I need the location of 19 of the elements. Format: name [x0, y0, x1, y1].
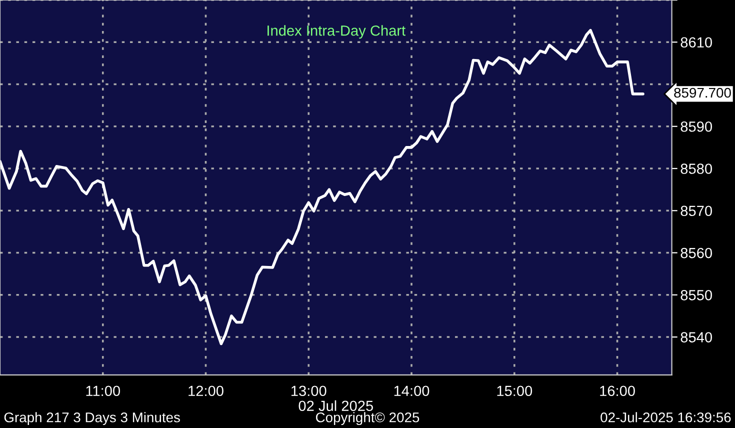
text: Index Intra-Day Chart: [268, 25, 406, 39]
y-tick-label: 8590: [680, 121, 712, 132]
text: Copyright© 2025: [316, 412, 420, 426]
y-tick-label: 8580: [680, 164, 712, 174]
text: 02-Jul-2025 16:39:56: [600, 412, 731, 422]
y-tick-label: 8540: [680, 332, 712, 342]
annotation: 8597.700: [674, 88, 731, 98]
x-tick-label: 11:00: [86, 386, 120, 396]
x-tick-label: 13:00: [292, 386, 326, 396]
y-tick-label: 8550: [680, 290, 712, 300]
y-tick-label: 8570: [680, 206, 712, 216]
x-tick-label: 16:00: [600, 386, 635, 396]
x-tick-label: 14:00: [394, 386, 430, 396]
x-tick-label: 12:00: [188, 386, 224, 396]
x-axis-title: 02 Jul 2025: [298, 400, 373, 412]
caption: Graph 217 3 Days 3 Minutes: [4, 412, 180, 426]
x-tick-label: 15:00: [497, 386, 532, 396]
y-tick-label: 8610: [680, 37, 712, 48]
y-tick-label: 8560: [680, 248, 712, 258]
